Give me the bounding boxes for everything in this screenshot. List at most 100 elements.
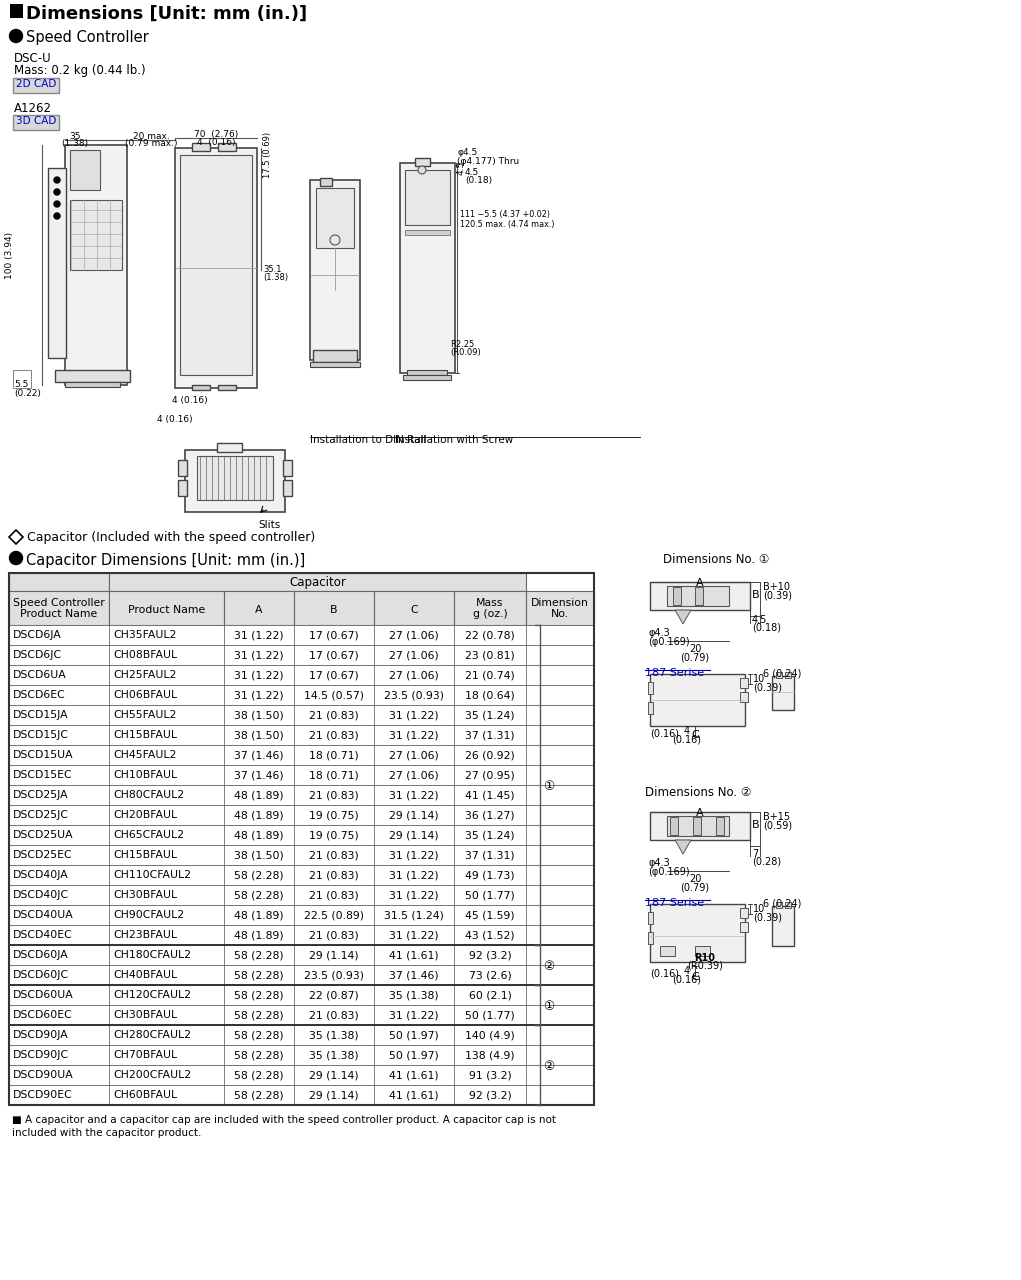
Bar	[224, 685, 294, 705]
Text: (0.79): (0.79)	[680, 652, 710, 662]
Text: (0.18): (0.18)	[752, 623, 781, 634]
Bar	[454, 845, 526, 865]
Text: 27 (1.06): 27 (1.06)	[389, 669, 439, 680]
Bar	[374, 625, 454, 645]
Bar	[294, 845, 374, 865]
Bar	[374, 685, 454, 705]
Text: 21 (0.83): 21 (0.83)	[309, 931, 358, 940]
Bar	[526, 724, 594, 745]
Text: 37 (1.31): 37 (1.31)	[466, 850, 515, 860]
Text: 37 (1.46): 37 (1.46)	[389, 970, 439, 980]
Text: 37 (1.46): 37 (1.46)	[234, 750, 284, 760]
Bar	[526, 745, 594, 765]
Text: (φ4.177) Thru: (φ4.177) Thru	[457, 157, 520, 166]
Text: 21 (0.83): 21 (0.83)	[309, 890, 358, 900]
Bar	[9, 1025, 594, 1044]
Bar	[526, 705, 594, 724]
Text: 21 (0.83): 21 (0.83)	[309, 870, 358, 881]
Bar	[224, 826, 294, 845]
Text: 50 (1.77): 50 (1.77)	[466, 1010, 515, 1020]
Bar	[648, 682, 653, 694]
Text: A1262: A1262	[14, 102, 52, 115]
Bar	[785, 672, 791, 678]
Bar	[526, 765, 594, 785]
Bar	[109, 785, 224, 805]
Text: (0.79 max.): (0.79 max.)	[125, 140, 178, 148]
Text: 48 (1.89): 48 (1.89)	[234, 931, 284, 940]
Text: (0.16): (0.16)	[673, 735, 701, 745]
Bar	[9, 965, 594, 986]
Bar	[526, 965, 594, 986]
Bar	[673, 588, 681, 605]
Text: DSCD90JC: DSCD90JC	[13, 1050, 69, 1060]
Bar	[374, 905, 454, 925]
Bar	[9, 945, 594, 965]
Bar	[9, 724, 594, 745]
Text: 23.5 (0.93): 23.5 (0.93)	[384, 690, 444, 700]
Text: 4: 4	[684, 726, 690, 736]
Text: 58 (2.28): 58 (2.28)	[234, 1091, 284, 1100]
Circle shape	[54, 201, 60, 207]
Bar	[776, 902, 782, 908]
Text: 22 (0.87): 22 (0.87)	[309, 989, 358, 1000]
Bar	[70, 200, 121, 270]
Text: 29 (1.14): 29 (1.14)	[389, 810, 439, 820]
Bar	[224, 745, 294, 765]
Bar	[185, 451, 285, 512]
Bar	[109, 705, 224, 724]
Text: 29 (1.14): 29 (1.14)	[309, 1070, 358, 1080]
Bar	[294, 1025, 374, 1044]
Bar	[9, 826, 109, 845]
Bar	[9, 625, 109, 645]
Bar	[650, 812, 750, 840]
Bar	[374, 826, 454, 845]
Bar	[454, 965, 526, 986]
Text: CH10BFAUL: CH10BFAUL	[113, 771, 177, 780]
Text: 31 (1.22): 31 (1.22)	[234, 650, 284, 660]
Bar	[407, 370, 447, 375]
Bar	[294, 785, 374, 805]
Text: 21 (0.83): 21 (0.83)	[309, 730, 358, 740]
Bar	[526, 805, 594, 826]
Bar	[310, 180, 360, 360]
Text: CH180CFAUL2: CH180CFAUL2	[113, 950, 191, 960]
Bar	[454, 805, 526, 826]
Text: Dimensions [Unit: mm (in.)]: Dimensions [Unit: mm (in.)]	[26, 5, 307, 23]
Text: 49 (1.73): 49 (1.73)	[466, 870, 515, 881]
Text: 27 (0.95): 27 (0.95)	[466, 771, 515, 780]
Bar	[415, 157, 430, 166]
Text: 31.5 (1.24): 31.5 (1.24)	[384, 910, 444, 920]
Text: 31 (1.22): 31 (1.22)	[389, 931, 439, 940]
Bar	[9, 666, 594, 685]
Text: 21 (0.83): 21 (0.83)	[309, 850, 358, 860]
Bar	[9, 1044, 594, 1065]
Bar	[294, 1005, 374, 1025]
Bar	[109, 805, 224, 826]
Text: 38 (1.50): 38 (1.50)	[234, 730, 284, 740]
Text: B: B	[752, 820, 760, 829]
Bar	[9, 945, 109, 965]
Bar	[526, 591, 594, 625]
Bar	[9, 724, 109, 745]
Text: DSCD6EC: DSCD6EC	[13, 690, 65, 700]
Bar	[374, 945, 454, 965]
Text: 35.1: 35.1	[263, 265, 282, 274]
Bar	[294, 865, 374, 884]
Text: 18 (0.71): 18 (0.71)	[309, 750, 358, 760]
Bar	[9, 986, 109, 1005]
Bar	[109, 666, 224, 685]
Bar	[294, 905, 374, 925]
Text: 35: 35	[69, 132, 81, 141]
Bar	[454, 925, 526, 945]
Bar	[192, 385, 210, 390]
Bar	[294, 625, 374, 645]
Bar	[374, 666, 454, 685]
Text: (R0.39): (R0.39)	[687, 961, 723, 972]
Text: 41 (1.61): 41 (1.61)	[389, 1070, 439, 1080]
Bar	[526, 865, 594, 884]
Bar	[9, 645, 109, 666]
Bar	[224, 724, 294, 745]
Text: ②: ②	[543, 960, 554, 973]
Bar	[405, 230, 450, 236]
Text: CH110CFAUL2: CH110CFAUL2	[113, 870, 191, 881]
